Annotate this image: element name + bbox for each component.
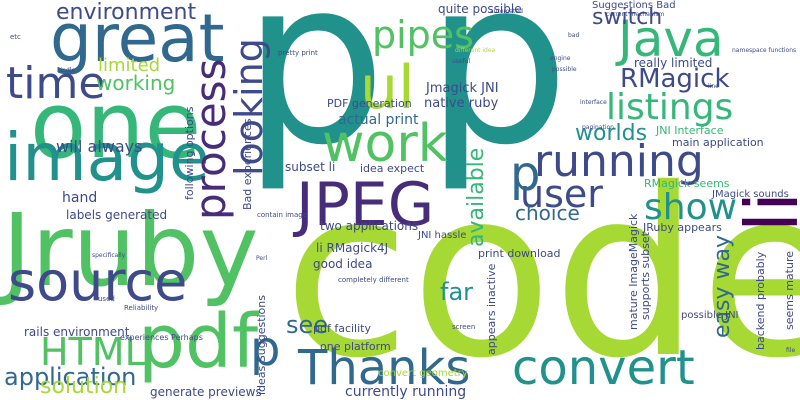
word-time: time xyxy=(6,58,106,109)
word-seems-mature: seems mature xyxy=(783,251,796,330)
word-p-small-1: p xyxy=(510,146,541,202)
word-used: used xyxy=(98,295,115,303)
word-worlds: worlds xyxy=(575,121,648,146)
word-pipes: pipes xyxy=(372,13,474,57)
word-p-large-1: p xyxy=(242,0,387,195)
word-work: work xyxy=(322,114,448,174)
word-image: image xyxy=(4,119,210,196)
word-p-small-2: p xyxy=(250,321,281,377)
word-user: user xyxy=(520,172,603,216)
word-process: process xyxy=(186,58,235,220)
word-show: show xyxy=(644,187,738,228)
word-thanks: Thanks xyxy=(298,340,471,396)
word-working: working xyxy=(96,71,176,95)
word-bad-experiences: Bad experiences xyxy=(241,118,254,210)
word-specifically: specifically xyxy=(92,252,126,259)
word-application: application xyxy=(4,363,137,391)
word-suggestions-bad: Suggestions Bad xyxy=(592,0,676,11)
word-solution: solution xyxy=(40,374,128,399)
word-main-application: main application xyxy=(672,136,764,149)
word-etc: etc xyxy=(10,33,21,41)
word-completely-different: completely different xyxy=(338,276,409,284)
word-following-options: following options xyxy=(183,106,196,200)
word-two-applications: two applications xyxy=(320,219,419,233)
word-reliability: Reliability xyxy=(124,304,159,312)
word-generate-previews: generate previews xyxy=(150,385,262,399)
word-useful: useful xyxy=(452,58,471,65)
word-pdf-facility: pdf facility xyxy=(313,322,371,335)
word-great: great xyxy=(50,0,225,77)
word-jruby: Jruby xyxy=(2,192,259,309)
word-possible: possible xyxy=(552,66,577,73)
word-available: available xyxy=(464,147,489,247)
word-supports-subset: supports subset xyxy=(639,232,652,320)
word-jpeg: JPEG xyxy=(296,170,435,240)
word-ul: ul xyxy=(360,53,415,123)
word-jmagick-jni: Jmagick JNI xyxy=(426,81,499,96)
word-easy-way: easy way xyxy=(710,235,735,338)
word-line: line xyxy=(708,83,719,90)
word-idea-expect: idea expect xyxy=(360,162,425,175)
word-one: one xyxy=(30,72,202,179)
word-pretty-print: pretty print xyxy=(278,49,318,57)
word-see: see xyxy=(286,311,329,339)
word-subset-li: subset li xyxy=(285,160,336,174)
word-convert: convert xyxy=(512,340,695,396)
word-pagination: pagination xyxy=(582,124,614,131)
word-labels-generated: labels generated xyxy=(66,208,168,222)
word-p-large-2: p xyxy=(425,0,570,195)
word-listings: listings xyxy=(606,87,734,128)
word-engine: engine xyxy=(550,55,571,62)
word-convert-geometry: convert geometry xyxy=(378,368,468,379)
word-interface: interface xyxy=(580,99,607,106)
word-experiences-perhaps: experiences Perhaps xyxy=(120,333,203,342)
word-file: file xyxy=(786,347,796,354)
word-jmagick-sounds: JMagick sounds xyxy=(712,189,789,200)
word-one-platform: one platform xyxy=(320,340,391,353)
word-html: HTML xyxy=(40,330,146,374)
word-namespace-functions: namespace functions xyxy=(732,47,797,54)
word-native-ruby: native ruby xyxy=(424,96,499,111)
word-print-download: print download xyxy=(478,247,561,260)
word-limited: limited xyxy=(98,55,161,76)
word-currently-running: currently running xyxy=(345,384,467,400)
word-source: source xyxy=(8,250,188,313)
word-code: code xyxy=(283,139,800,400)
word-jni-hassle: JNI hassle xyxy=(418,230,467,241)
word-backend-probably: backend probably xyxy=(754,251,767,350)
word-choice: choice xyxy=(515,201,580,225)
word-ideas-suggestions: ideas Suggestions xyxy=(255,295,268,395)
word-screen: screen xyxy=(452,323,476,331)
word-good-idea: good idea xyxy=(313,257,373,271)
word-switch: switch xyxy=(592,5,663,30)
word-bad: bad xyxy=(568,32,580,39)
word-environment: environment xyxy=(56,0,197,25)
word-li-rmagick4j: li RMagick4J xyxy=(316,241,389,255)
word-jruby-appears: JRuby appears xyxy=(643,221,722,234)
word-actual-print: actual print xyxy=(338,112,419,128)
word-different-idea: different idea xyxy=(455,47,496,54)
word-automated: automated xyxy=(490,8,523,15)
word-mature-imagemagick: mature ImageMagick xyxy=(627,213,640,330)
word-really-limited: really limited xyxy=(634,56,713,70)
word-rmagick: RMagick xyxy=(620,64,730,94)
word-jni-interface: JNI Interface xyxy=(656,124,724,137)
word-current-mechanism: current mechanism xyxy=(606,11,665,18)
word-quite-possible: quite possible xyxy=(438,2,522,16)
word-kindle: kindle xyxy=(57,67,76,74)
word-hand: hand xyxy=(62,190,98,206)
word-pdf-generation: PDF generation xyxy=(327,97,412,110)
word-pdf: pdf xyxy=(138,299,258,385)
word-will-always: will always xyxy=(56,137,143,156)
word-rails-environment: rails environment xyxy=(24,325,130,339)
word-perl: Perl xyxy=(256,255,268,262)
word-rmagick-seems: RMagick seems xyxy=(644,177,730,190)
word-running: running xyxy=(534,136,704,187)
word-contain-image: contain image xyxy=(257,211,308,219)
word-possible-jni: possible JNI xyxy=(681,310,739,321)
word-java: Java xyxy=(618,10,724,68)
word-far: far xyxy=(440,278,474,306)
word-appears-inactive: appears inactive xyxy=(485,263,498,355)
